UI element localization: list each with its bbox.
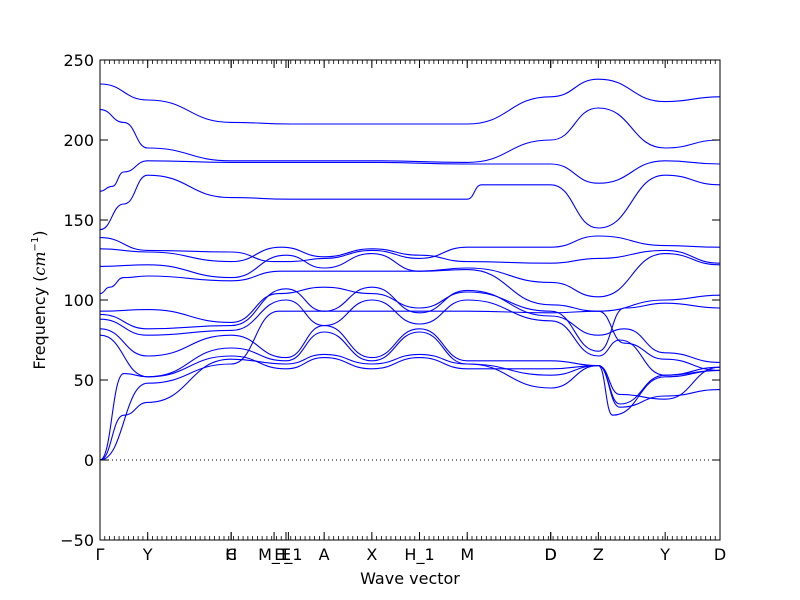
y-axis-ticks: −50 0 50 100 150 200 250 xyxy=(60,51,720,550)
y-axis-label-unit: cm xyxy=(30,251,49,275)
band-line-13 xyxy=(99,331,721,408)
x-tick-label: H xyxy=(225,545,237,564)
band-line-15 xyxy=(99,353,721,461)
x-tick-label: A xyxy=(319,545,330,564)
y-axis-label-main: Frequency ( xyxy=(30,276,49,370)
y-axis-label: Frequency (cm−1) xyxy=(30,230,49,369)
band-line-2 xyxy=(99,107,721,163)
y-tick-label: 50 xyxy=(74,371,94,390)
x-tick-label: M_1 xyxy=(258,545,290,565)
y-tick-label: −50 xyxy=(60,531,94,550)
x-tick-label: D xyxy=(545,545,557,564)
band-line-9 xyxy=(99,286,721,352)
band-line-5 xyxy=(99,235,721,263)
y-tick-label: 0 xyxy=(84,451,94,470)
x-tick-label: D xyxy=(545,545,557,564)
x-tick-label: D xyxy=(714,545,726,564)
band-line-10 xyxy=(99,286,721,363)
x-tick-label: E_1 xyxy=(274,545,302,565)
band-line-12 xyxy=(99,325,721,416)
y-tick-label: 150 xyxy=(63,211,94,230)
x-tick-label: X xyxy=(366,545,377,564)
x-tick-label: M xyxy=(460,545,474,564)
x-tick-label: Γ xyxy=(96,545,105,564)
x-axis-label: Wave vector xyxy=(360,569,460,588)
plot-frame xyxy=(99,59,721,541)
y-tick-label: 200 xyxy=(63,131,94,150)
x-tick-label: E xyxy=(281,545,291,564)
band-line-16 xyxy=(99,310,721,461)
x-tick-label: Y xyxy=(142,545,153,564)
x-tick-label: Z xyxy=(593,545,604,564)
band-line-6 xyxy=(99,246,721,264)
y-tick-label: 100 xyxy=(63,291,94,310)
band-line-4 xyxy=(99,174,721,231)
band-line-8 xyxy=(99,269,721,312)
x-axis-ticks: Γ Y HC M_1EE_1 A X H_1 M DD Z Y D xyxy=(96,60,726,565)
band-line-14 xyxy=(99,355,721,461)
y-axis-label-exp: −1 xyxy=(30,237,41,252)
y-tick-label: 250 xyxy=(63,51,94,70)
x-tick-label: C xyxy=(226,545,237,564)
band-line-1 xyxy=(99,78,721,125)
band-lines xyxy=(99,78,721,461)
band-line-11 xyxy=(99,299,721,376)
y-axis-label-close: ) xyxy=(30,230,49,236)
x-tick-label: H_1 xyxy=(404,545,434,565)
band-line-7 xyxy=(99,253,721,298)
band-line-3 xyxy=(99,160,721,192)
x-tick-label: Y xyxy=(659,545,670,564)
